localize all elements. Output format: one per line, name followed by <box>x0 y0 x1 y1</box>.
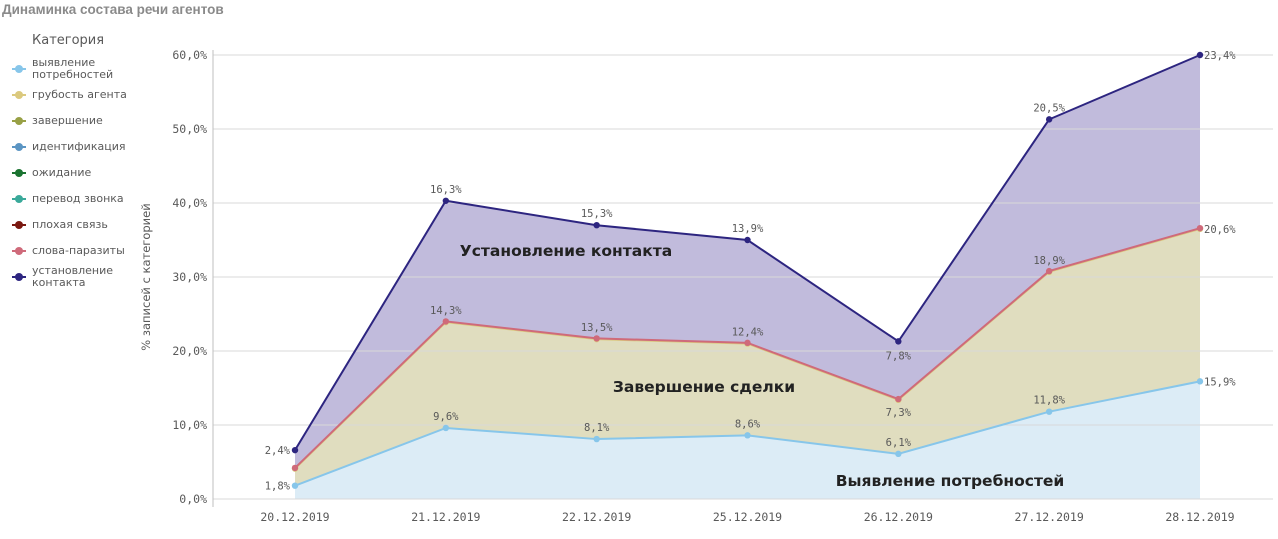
data-point <box>291 464 299 472</box>
data-label: 23,4% <box>1204 50 1236 62</box>
area-annotation: Выявление потребностей <box>836 472 1065 490</box>
data-label: 20,6% <box>1204 224 1236 236</box>
data-point <box>1045 267 1053 275</box>
legend-item-ozhidanie[interactable]: ожидание <box>12 160 137 186</box>
legend-item-ustanovlenie[interactable]: установление контакта <box>12 264 137 290</box>
data-label: 13,5% <box>581 322 613 334</box>
data-point <box>291 482 299 489</box>
legend-swatch-ozhidanie-icon <box>12 168 26 178</box>
x-tick-label: 20.12.2019 <box>260 510 329 524</box>
data-label: 13,9% <box>732 223 764 235</box>
data-label: 6,1% <box>886 437 912 449</box>
data-label: 20,5% <box>1033 102 1065 114</box>
data-label: 15,9% <box>1204 376 1236 388</box>
data-point <box>744 339 751 347</box>
legend-label: перевод звонка <box>32 192 124 205</box>
y-tick-label: 60,0% <box>172 48 207 62</box>
area-annotation: Установление контакта <box>460 242 672 260</box>
area-fill <box>295 381 1200 499</box>
data-point <box>442 197 450 204</box>
data-label: 16,3% <box>430 184 462 196</box>
data-label: 9,6% <box>433 411 459 423</box>
y-tick-label: 20,0% <box>172 344 207 358</box>
y-axis-title: % записей с категорией <box>139 203 153 350</box>
area-fill <box>295 228 1200 486</box>
data-label: 7,3% <box>886 407 912 419</box>
y-tick-label: 50,0% <box>172 122 207 136</box>
legend-swatch-perevod-icon <box>12 194 26 204</box>
legend-item-perevod[interactable]: перевод звонка <box>12 186 137 212</box>
data-point <box>895 338 902 345</box>
legend-label: завершение <box>32 114 103 127</box>
data-point <box>291 446 299 454</box>
legend-swatch-slova-parazity-icon <box>12 246 26 256</box>
data-point <box>895 450 902 458</box>
x-tick-label: 22.12.2019 <box>562 510 631 524</box>
area-fill <box>295 55 1200 468</box>
data-point <box>442 424 450 432</box>
legend-item-grubost[interactable]: грубость агента <box>12 82 137 108</box>
data-label: 1,8% <box>265 481 291 493</box>
data-label: 12,4% <box>732 327 764 339</box>
legend-item-vyyavlenie[interactable]: выявление потребностей <box>12 56 137 82</box>
data-label: 15,3% <box>581 208 613 220</box>
data-label: 8,1% <box>584 422 610 434</box>
x-tick-label: 26.12.2019 <box>864 510 933 524</box>
x-tick-label: 21.12.2019 <box>411 510 480 524</box>
data-label: 8,6% <box>735 418 761 430</box>
legend-item-zavershenie[interactable]: завершение <box>12 108 137 134</box>
page-title: Динаминка состава речи агентов <box>2 2 224 17</box>
y-tick-label: 40,0% <box>172 196 207 210</box>
data-point <box>1045 408 1053 415</box>
x-tick-label: 27.12.2019 <box>1015 510 1084 524</box>
legend-title: Категория <box>32 33 105 48</box>
legend-swatch-grubost-icon <box>12 90 26 100</box>
data-label: 11,8% <box>1033 395 1065 407</box>
data-point <box>744 432 751 439</box>
data-point <box>593 335 600 342</box>
data-point <box>1196 378 1204 385</box>
legend-label: установление контакта <box>32 264 114 289</box>
legend-label: грубость агента <box>32 88 127 101</box>
legend-label: идентификация <box>32 140 126 153</box>
data-point <box>442 318 450 325</box>
legend-label: выявление потребностей <box>32 56 114 81</box>
legend-item-slova-parazity[interactable]: слова-паразиты <box>12 238 137 264</box>
data-point <box>895 395 902 403</box>
data-label: 7,8% <box>886 350 912 362</box>
y-tick-label: 30,0% <box>172 270 207 284</box>
legend-item-plohaya-svyaz[interactable]: плохая связь <box>12 212 137 238</box>
legend-label: плохая связь <box>32 218 108 231</box>
data-label: 18,9% <box>1033 255 1065 267</box>
data-point <box>593 222 600 229</box>
legend-swatch-zavershenie-icon <box>12 116 26 126</box>
data-label: 14,3% <box>430 305 462 317</box>
legend-swatch-ustanovlenie-icon <box>12 272 26 282</box>
area-annotation: Завершение сделки <box>613 378 795 396</box>
y-tick-label: 0,0% <box>179 492 207 506</box>
legend-swatch-vyyavlenie-icon <box>12 64 26 74</box>
y-tick-label: 10,0% <box>172 418 207 432</box>
data-point <box>593 435 600 443</box>
legend-item-identifikaciya[interactable]: идентификация <box>12 134 137 160</box>
legend-swatch-plohaya-svyaz-icon <box>12 220 26 230</box>
data-point <box>1045 116 1053 123</box>
data-label: 2,4% <box>265 445 291 457</box>
x-tick-label: 25.12.2019 <box>713 510 782 524</box>
data-point <box>1196 51 1204 59</box>
legend: Категория выявление потребностей грубост… <box>12 33 137 290</box>
x-tick-label: 28.12.2019 <box>1165 510 1234 524</box>
legend-label: ожидание <box>32 166 92 179</box>
data-point <box>1196 224 1204 232</box>
data-point <box>744 236 751 244</box>
legend-swatch-identifikaciya-icon <box>12 142 26 152</box>
legend-label: слова-паразиты <box>32 244 125 257</box>
